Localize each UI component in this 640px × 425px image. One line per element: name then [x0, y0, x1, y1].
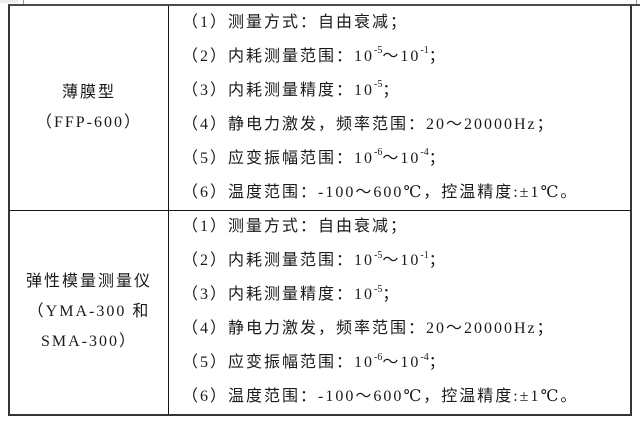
table-row-ffp600: 薄膜型 （FFP-600） （1）测量方式：自由衰减； （2）内耗测量范围：10… [10, 6, 630, 211]
spec-text: （4）静电力激发，频率范围：20～20000Hz； [182, 115, 555, 133]
table-border-extension [629, 4, 640, 6]
spec-item-3: （3）内耗测量精度：10-5； [182, 74, 630, 108]
superscript-exponent: -6 [374, 147, 383, 159]
superscript-exponent: -5 [374, 45, 383, 57]
spec-text: ； [428, 354, 447, 372]
spec-text: ； [382, 81, 401, 99]
superscript-exponent: -6 [374, 351, 383, 363]
spec-text: （2）内耗测量范围：10 [182, 47, 375, 65]
spec-item-4: （4）静电力激发，频率范围：20～20000Hz； [182, 312, 630, 346]
superscript-exponent: -4 [420, 351, 429, 363]
spec-text: ～10 [382, 149, 421, 167]
spec-text: （4）静电力激发，频率范围：20～20000Hz； [182, 320, 555, 338]
instrument-spec-table: 薄膜型 （FFP-600） （1）测量方式：自由衰减； （2）内耗测量范围：10… [8, 4, 632, 416]
device-model-line: （FFP-600） [35, 113, 143, 131]
spec-text: ～10 [382, 252, 421, 270]
superscript-exponent: -1 [420, 45, 429, 57]
table-remnant-line-left [23, 0, 24, 5]
spec-text: （1）测量方式：自由衰减； [182, 13, 409, 31]
spec-item-1: （1）测量方式：自由衰减； [182, 6, 630, 40]
spec-text: （6）温度范围：-100～600℃，控温精度:±1℃。 [182, 388, 579, 406]
spec-item-3: （3）内耗测量精度：10-5； [182, 278, 630, 312]
superscript-exponent: -5 [374, 79, 383, 91]
table-row-yma300-sma300: 弹性模量测量仪 （YMA-300 和 SMA-300） （1）测量方式：自由衰减… [10, 210, 630, 415]
spec-text: ～10 [382, 47, 421, 65]
spec-text: （2）内耗测量范围：10 [182, 252, 375, 270]
spec-item-1: （1）测量方式：自由衰减； [182, 210, 630, 244]
spec-text: （5）应变振幅范围：10 [182, 149, 375, 167]
spec-list-cell-ffp600: （1）测量方式：自由衰减； （2）内耗测量范围：10-5～10-1； （3）内耗… [169, 6, 630, 210]
device-name-cell-ffp600: 薄膜型 （FFP-600） [10, 6, 169, 210]
superscript-exponent: -1 [420, 249, 429, 261]
spec-text: ； [428, 47, 447, 65]
spec-text: ～10 [382, 354, 421, 372]
spec-list-cell-yma300: （1）测量方式：自由衰减； （2）内耗测量范围：10-5～10-1； （3）内耗… [169, 211, 630, 415]
table-remnant-line-right [636, 0, 637, 5]
superscript-exponent: -5 [374, 249, 383, 261]
device-name-line: 薄膜型 [61, 83, 116, 101]
spec-text: ； [428, 252, 447, 270]
device-name-cell-yma300: 弹性模量测量仪 （YMA-300 和 SMA-300） [10, 210, 169, 414]
device-model-line: SMA-300） [40, 333, 137, 351]
spec-item-5: （5）应变振幅范围：10-6～10-4； [182, 142, 630, 176]
page-edge-strip [0, 0, 18, 3]
spec-text: （6）温度范围：-100～600℃，控温精度:±1℃。 [182, 183, 579, 201]
device-model-line: （YMA-300 和 [27, 303, 151, 321]
superscript-exponent: -4 [420, 147, 429, 159]
superscript-exponent: -5 [374, 283, 383, 295]
spec-text: （3）内耗测量精度：10 [182, 286, 375, 304]
spec-item-4: （4）静电力激发，频率范围：20～20000Hz； [182, 108, 630, 142]
spec-item-5: （5）应变振幅范围：10-6～10-4； [182, 346, 630, 380]
spec-item-6: （6）温度范围：-100～600℃，控温精度:±1℃。 [182, 380, 630, 414]
spec-text: （3）内耗测量精度：10 [182, 81, 375, 99]
spec-item-6: （6）温度范围：-100～600℃，控温精度:±1℃。 [182, 176, 630, 210]
spec-item-2: （2）内耗测量范围：10-5～10-1； [182, 244, 630, 278]
spec-text: ； [382, 286, 401, 304]
spec-text: （5）应变振幅范围：10 [182, 354, 375, 372]
spec-item-2: （2）内耗测量范围：10-5～10-1； [182, 40, 630, 74]
spec-text: ； [428, 149, 447, 167]
device-name-line: 弹性模量测量仪 [25, 273, 152, 291]
spec-text: （1）测量方式：自由衰减； [182, 218, 409, 236]
